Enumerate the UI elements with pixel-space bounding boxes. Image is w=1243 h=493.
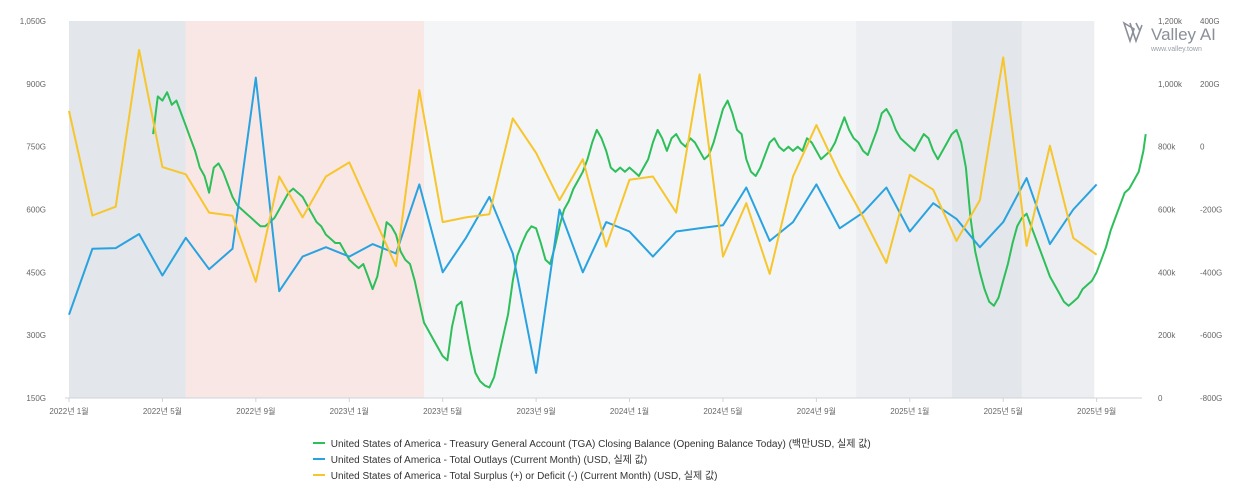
x-tick-label: 2023년 5월 [423, 406, 462, 416]
axes: 150G 0 -800G 300G 200k -600G 450G 400k -400G 600G… [20, 17, 1222, 416]
y-left-tick-label: 750G [26, 143, 46, 152]
valley-logo-icon [1122, 21, 1143, 44]
shaded-region-2 [424, 21, 857, 398]
brand-title: Valley AI [1151, 25, 1216, 44]
y-right2-tick-label: 200G [1200, 80, 1220, 89]
legend-label-surplus: United States of America - Total Surplus… [330, 471, 718, 482]
legend-item-surplus[interactable]: United States of America - Total Surplus… [313, 469, 871, 485]
chart: 150G 0 -800G 300G 200k -600G 450G 400k -400G 600G… [20, 17, 1222, 416]
legend-item-outlays[interactable]: United States of America - Total Outlays… [313, 453, 871, 469]
brand-url: www.valley.town [1150, 46, 1202, 53]
x-tick-label: 2025년 9월 [1077, 406, 1116, 416]
x-tick-label: 2024년 5월 [703, 406, 742, 416]
legend-swatch-outlays [313, 458, 325, 461]
x-tick-label: 2024년 1월 [610, 406, 649, 416]
legend-swatch-surplus [313, 474, 325, 477]
y-right1-tick-label: 1,200k [1158, 17, 1183, 26]
x-tick-label: 2022년 5월 [143, 406, 182, 416]
y-right2-tick-label: 400G [1200, 17, 1220, 26]
x-tick-label: 2022년 9월 [236, 406, 275, 416]
x-tick-label: 2023년 1월 [330, 406, 369, 416]
legend-label-tga: United States of America - Treasury Gene… [330, 439, 871, 450]
x-tick-label: 2025년 1월 [890, 406, 929, 416]
y-left-tick-label: 150G [26, 394, 46, 403]
y-right1-tick-label: 0 [1158, 394, 1163, 403]
y-right1-tick-label: 800k [1158, 143, 1176, 152]
x-tick-label: 2025년 5월 [984, 406, 1023, 416]
series-line-1 [68, 76, 1098, 374]
shaded-region-5 [1021, 21, 1095, 398]
y-right2-tick-label: 0 [1200, 143, 1205, 152]
shaded-region-0 [69, 21, 186, 398]
series-line-2 [68, 48, 1098, 283]
y-left-tick-label: 450G [26, 268, 46, 277]
legend-item-tga[interactable]: United States of America - Treasury Gene… [313, 437, 871, 453]
series-lines [68, 48, 1147, 389]
shaded-region-3 [856, 21, 952, 398]
legend: United States of America - Treasury Gene… [313, 437, 871, 485]
y-right2-tick-label: -200G [1200, 206, 1222, 215]
brand-logo: Valley AI www.valley.town [1122, 21, 1216, 53]
y-right2-tick-label: -600G [1200, 331, 1222, 340]
legend-swatch-tga [313, 442, 325, 445]
y-right1-tick-label: 600k [1158, 206, 1176, 215]
y-right1-tick-label: 200k [1158, 331, 1176, 340]
shaded-region-4 [951, 21, 1022, 398]
x-tick-label: 2023년 9월 [517, 406, 556, 416]
series-line-0 [152, 91, 1147, 389]
legend-label-outlays: United States of America - Total Outlays… [330, 455, 648, 466]
y-left-tick-label: 1,050G [20, 17, 46, 26]
y-left-tick-label: 300G [26, 331, 46, 340]
y-right1-tick-label: 400k [1158, 268, 1176, 277]
x-tick-label: 2024년 9월 [797, 406, 836, 416]
shaded-regions [69, 21, 1095, 398]
y-right1-tick-label: 1,000k [1158, 80, 1183, 89]
y-right2-tick-label: -800G [1200, 394, 1222, 403]
shaded-region-1 [185, 21, 425, 398]
y-right2-tick-label: -400G [1200, 268, 1222, 277]
y-left-tick-label: 900G [26, 80, 46, 89]
y-left-tick-label: 600G [26, 206, 46, 215]
x-tick-label: 2022년 1월 [49, 406, 88, 416]
